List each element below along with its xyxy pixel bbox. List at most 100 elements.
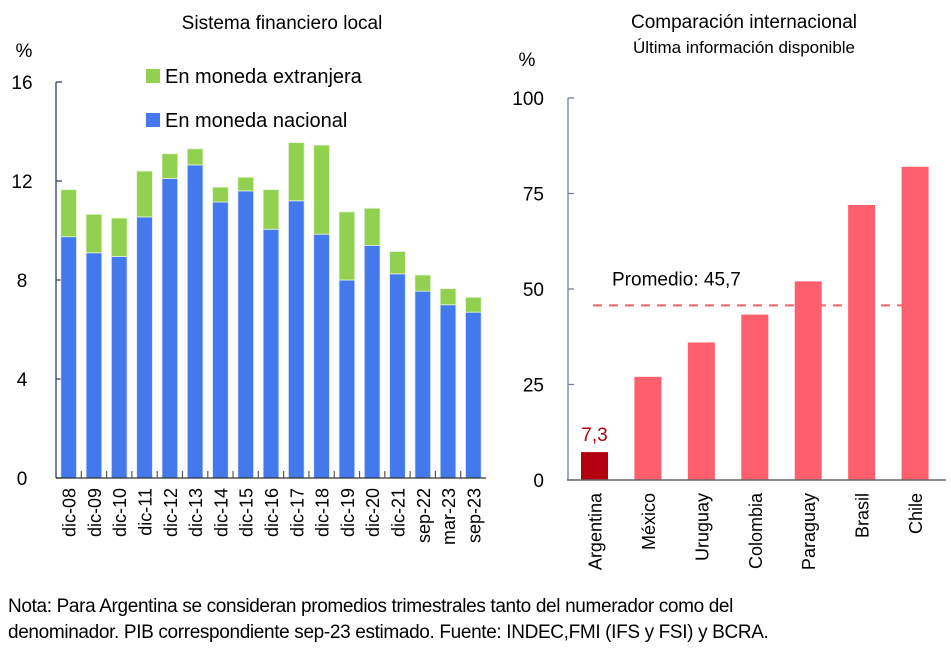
average-reference-label: Promedio: 45,7 (612, 269, 741, 290)
bar-extranjera-dic-19 (338, 211, 356, 281)
bar-extranjera-dic-21 (389, 251, 406, 275)
bar-extranjera-dic-13 (186, 148, 204, 166)
bar-extranjera-dic-16 (262, 189, 280, 230)
left-chart-title: Sistema financiero local (182, 13, 383, 34)
bar-extranjera-dic-18 (313, 144, 330, 235)
left-x-tick-label: dic-08 (60, 488, 80, 537)
right-y-unit-label: % (519, 50, 536, 71)
left-x-tick-label: dic-14 (211, 488, 231, 537)
right-data-labels: 7,3 (581, 425, 607, 446)
left-chart: Sistema financiero local % 0 4 8 12 16 dic-0… (11, 13, 486, 545)
left-x-tick-label: sep-22 (414, 488, 434, 543)
bar-extranjera-dic-17 (288, 142, 305, 202)
bar-Colombia (741, 314, 769, 480)
left-x-tick-label: dic-10 (110, 488, 130, 537)
right-y-tick-label: 50 (523, 280, 544, 301)
left-x-tick-label: dic-11 (136, 488, 156, 536)
legend-swatch-extranjera (146, 69, 160, 83)
bar-nacional-dic-18 (313, 233, 330, 479)
left-y-tick-label: 16 (11, 73, 32, 94)
left-x-tick-label: dic-13 (186, 488, 206, 537)
left-x-axis-labels: dic-08 dic-09 dic-10 dic-11 dic-12 dic-13 dic-… (60, 488, 485, 545)
left-y-tick-label: 4 (17, 370, 28, 391)
bar-extranjera-dic-15 (237, 176, 254, 192)
right-y-axis-ticks: 0 25 50 75 100 (512, 89, 574, 492)
right-chart: Comparación internacional Última informa… (512, 12, 946, 570)
bar-extranjera-dic-12 (161, 153, 179, 179)
bar-nacional-dic-08 (60, 236, 77, 479)
bar-Uruguay (687, 342, 715, 480)
bar-extranjera-sep-23 (465, 296, 482, 313)
left-x-tick-label: dic-12 (161, 488, 181, 537)
right-x-tick-label: Colombia (746, 492, 766, 569)
left-x-axis-ticks (80, 471, 462, 478)
footnote: Nota: Para Argentina se consideran prome… (8, 594, 951, 646)
right-y-tick-label: 25 (523, 376, 544, 397)
bar-nacional-dic-17 (288, 200, 305, 479)
bar-extranjera-dic-20 (363, 207, 381, 246)
right-chart-subtitle: Última información disponible (633, 38, 855, 57)
left-x-tick-label: dic-19 (338, 488, 358, 537)
left-y-tick-label: 0 (17, 469, 28, 490)
right-x-tick-label: Argentina (586, 492, 606, 570)
left-x-tick-label: dic-21 (388, 488, 408, 537)
right-bars (581, 166, 929, 480)
right-x-tick-label: Paraguay (799, 493, 819, 570)
left-bars (60, 142, 482, 479)
right-x-tick-label: Uruguay (692, 493, 712, 561)
bar-nacional-dic-20 (363, 244, 381, 479)
bar-nacional-dic-14 (212, 201, 229, 479)
bar-nacional-dic-15 (237, 190, 254, 479)
bar-nacional-dic-09 (85, 252, 103, 479)
bar-Chile (901, 166, 929, 480)
legend: En moneda extranjera En moneda nacional (146, 66, 363, 132)
left-y-tick-label: 8 (17, 271, 28, 292)
left-y-axis-ticks: 0 4 8 12 16 (11, 73, 62, 490)
right-chart-title: Comparación internacional (631, 12, 857, 33)
bar-extranjera-dic-08 (60, 189, 77, 238)
left-y-tick-label: 12 (11, 172, 32, 193)
bar-Brasil (848, 204, 876, 480)
bar-extranjera-mar-23 (439, 288, 457, 306)
bar-extranjera-sep-22 (414, 274, 432, 292)
legend-label-nacional: En moneda nacional (165, 110, 347, 132)
legend-swatch-nacional (146, 113, 160, 127)
left-x-tick-label: dic-20 (363, 488, 383, 537)
left-x-tick-label: dic-18 (313, 488, 333, 537)
right-x-tick-label: Brasil (853, 493, 873, 538)
right-y-tick-label: 0 (533, 471, 544, 492)
bar-nacional-dic-19 (338, 279, 356, 479)
footnote-line-2: denominador. PIB correspondiente sep-23 … (8, 622, 769, 643)
bar-extranjera-dic-14 (212, 186, 229, 203)
bar-nacional-sep-23 (465, 311, 482, 479)
bar-nacional-dic-11 (136, 216, 153, 479)
bar-Paraguay (794, 281, 822, 480)
bar-extranjera-dic-10 (110, 217, 128, 257)
right-y-tick-label: 75 (523, 185, 544, 206)
right-x-tick-label: México (639, 493, 659, 550)
left-x-tick-label: dic-09 (85, 488, 105, 537)
bar-nacional-dic-16 (262, 228, 280, 479)
bar-extranjera-dic-09 (85, 214, 103, 254)
right-x-tick-label: Chile (906, 493, 926, 534)
right-x-axis-labels: Argentina México Uruguay Colombia Paraguay Br… (586, 492, 927, 570)
data-label-Argentina: 7,3 (581, 425, 607, 446)
bar-México (634, 376, 662, 480)
bar-nacional-dic-12 (161, 178, 179, 479)
left-x-tick-label: dic-15 (237, 488, 257, 537)
bar-Argentina (581, 452, 608, 480)
bar-nacional-dic-21 (389, 273, 406, 479)
left-x-tick-label: sep-23 (464, 488, 484, 543)
left-x-tick-label: mar-23 (439, 488, 459, 545)
bar-nacional-dic-13 (186, 164, 204, 479)
footnote-line-1: Nota: Para Argentina se consideran prome… (8, 596, 734, 617)
bar-nacional-dic-10 (110, 256, 128, 479)
right-y-tick-label: 100 (512, 89, 544, 110)
legend-label-extranjera: En moneda extranjera (165, 66, 363, 88)
left-x-tick-label: dic-16 (262, 488, 282, 537)
bar-extranjera-dic-11 (136, 170, 153, 218)
left-y-unit-label: % (16, 41, 33, 62)
bar-nacional-sep-22 (414, 290, 432, 479)
left-x-tick-label: dic-17 (287, 488, 307, 537)
